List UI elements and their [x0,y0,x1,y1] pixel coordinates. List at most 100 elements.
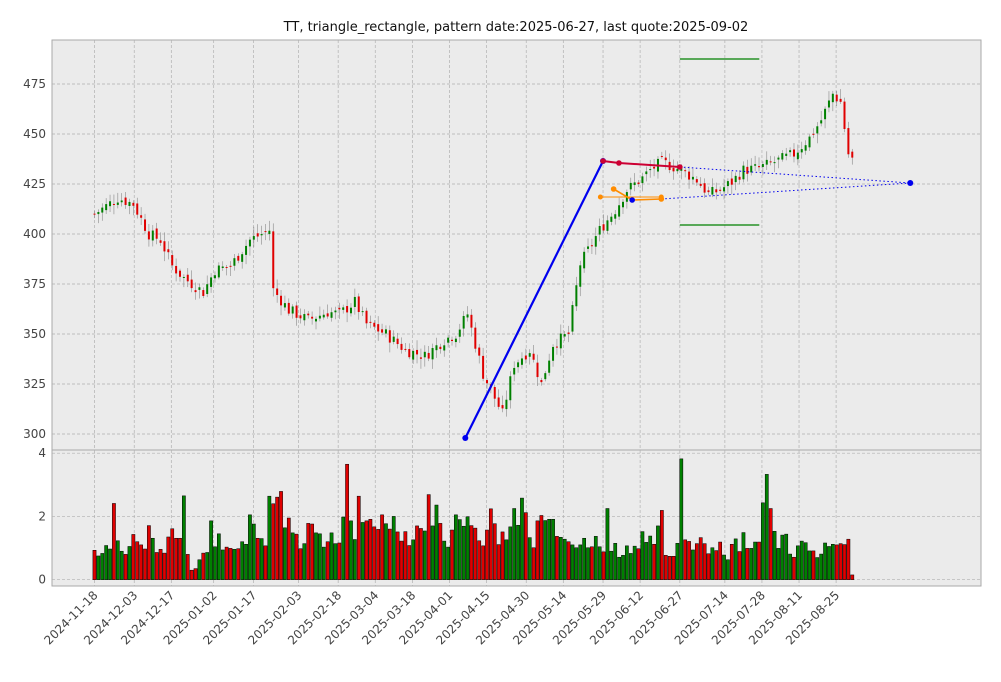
projection-line [679,166,911,184]
candle-body [808,136,811,148]
volume-bar [601,551,606,580]
volume-bar [461,525,466,580]
candle-body [229,265,232,267]
candle-body [408,349,411,358]
candle-body [703,183,706,193]
candle-body [419,357,422,359]
volume-bar [656,525,660,580]
volume-bar [302,543,307,580]
volume-bar [644,542,649,580]
candle-body [730,178,733,185]
grid [52,40,981,586]
volume-bar [411,539,416,580]
volume-bar [353,539,357,580]
candle-body [621,201,624,208]
candle-body [353,296,356,307]
volume-bar [255,537,260,580]
volume-bar [558,537,563,580]
candle-body [536,362,539,378]
candle-body [769,161,772,163]
candle-body [435,345,438,351]
volume-bar [403,531,408,580]
volume-bar [162,552,167,580]
candle-body [116,202,119,205]
volume-bar [123,554,128,580]
volume-bar [290,532,295,580]
volume-bar [815,557,820,580]
volume-bar [321,546,326,580]
candle-body [101,207,104,213]
candle-body [280,295,283,306]
candle-body [719,189,722,191]
volume-bar [325,541,330,580]
volume-bar [780,534,785,580]
candle-body [707,190,710,193]
candle-body [349,307,352,314]
resistance-marker [616,160,622,166]
volume-bar [714,550,719,580]
candle-body [485,380,488,384]
volume-bar [799,540,804,580]
volume-bar [236,548,241,580]
candle-body [365,310,368,324]
volume-bar [535,520,540,580]
candle-body [237,255,240,261]
volume-bar [819,553,824,580]
volume-bar [267,495,272,580]
candle-body [843,101,846,129]
candle-body [291,306,294,314]
volume-bar [112,503,116,580]
candle-body [342,307,345,310]
volume-bar [850,574,855,580]
volume-bar [446,546,450,580]
candle-body [563,334,566,337]
volume-bar [139,544,143,580]
candle-body [178,270,181,277]
pattern-marker [462,435,469,441]
candle-body [645,171,648,175]
volume-bar [609,550,614,580]
resistance-marker [677,164,683,170]
volume-bar [384,523,388,580]
volume-bar [683,539,688,580]
volume-bar [279,491,283,580]
candle-body [346,306,349,313]
volume-bar [617,556,621,580]
candle-body [416,349,419,355]
volume-bar [298,548,303,580]
volume-bar [147,525,151,580]
pattern-line [464,160,605,439]
candle-body [373,322,376,327]
volume-bar [531,547,536,580]
volume-bar [341,516,346,580]
candle-body [493,387,496,399]
volume-bar [333,543,338,580]
candle-body [482,355,485,379]
price-tick-label: 425 [23,177,46,191]
volume-bar [574,547,579,580]
volume-bar [170,528,175,580]
volume-bar [244,544,248,580]
candle-body [454,338,457,343]
volume-bar [745,548,750,580]
candle-body [629,182,632,190]
volume-bar [213,546,217,580]
candle-body [785,153,788,156]
candle-body [559,333,562,349]
candle-body [614,214,617,219]
volume-bar [663,555,668,580]
volume-bar [830,544,835,580]
volume-bar [500,531,505,580]
candle-body [190,279,193,289]
candle-body [439,346,442,350]
volume-bar [189,569,194,580]
candle-body [217,265,220,278]
volume-bar [263,545,268,580]
candle-body [746,166,749,174]
volume-bar [426,494,431,580]
candle-body [711,186,714,195]
volume-bar [481,545,485,580]
candle-body [357,296,360,313]
candle-body [377,324,380,332]
volume-bar [294,533,299,580]
